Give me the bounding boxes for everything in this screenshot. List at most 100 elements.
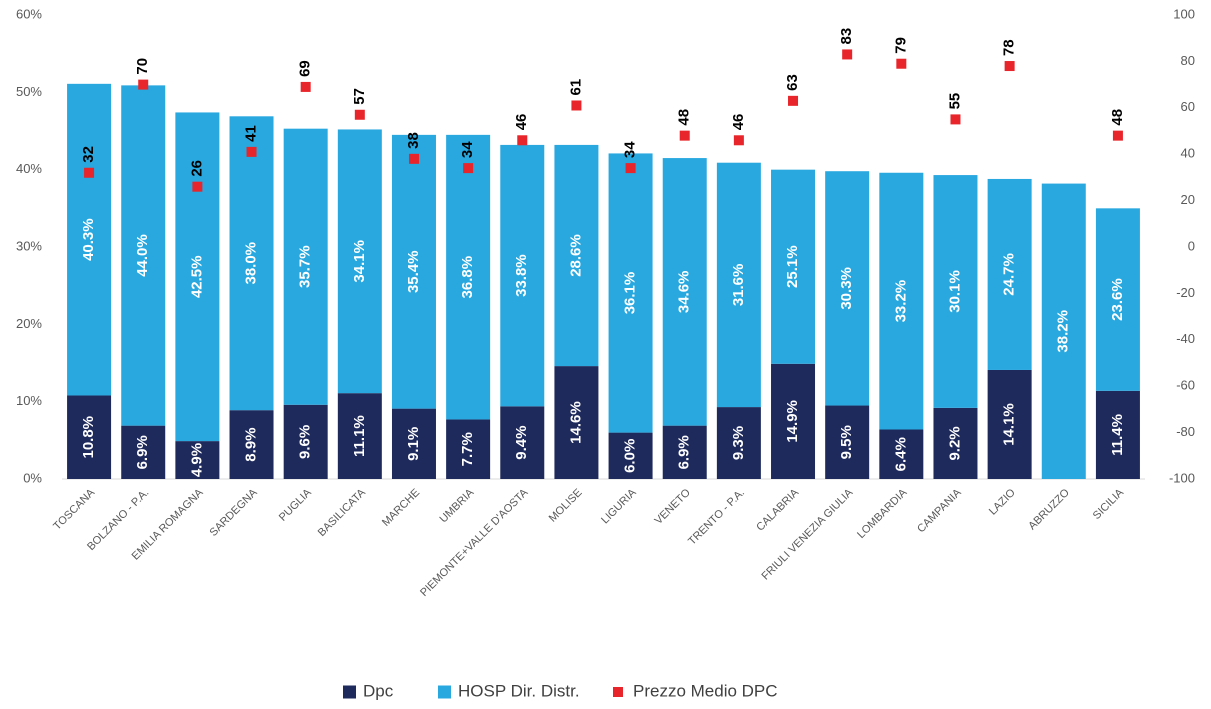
point: [192, 181, 203, 192]
bar: [229, 410, 274, 479]
point-label: 55: [946, 93, 963, 110]
bar: [337, 393, 382, 479]
x-tick-label: SICILIA: [1091, 486, 1127, 522]
point-label: 70: [134, 58, 151, 75]
y2-tick-label: -60: [1176, 378, 1195, 393]
point-label: 46: [730, 114, 747, 131]
y-tick-label: 0%: [23, 470, 42, 485]
point: [896, 58, 907, 69]
point-label: 61: [567, 79, 584, 96]
x-tick-label: LAZIO: [987, 486, 1018, 517]
y-tick-label: 30%: [16, 238, 42, 253]
point: [733, 135, 744, 146]
value-label: 11.1%: [351, 415, 368, 457]
point-label: 41: [242, 125, 259, 142]
value-label: 33.8%: [513, 254, 530, 297]
y-tick-label: 20%: [16, 316, 42, 331]
x-tick-label: FRIULI VENEZIA GIULIA: [760, 486, 856, 582]
point: [950, 114, 961, 125]
point-label: 78: [1001, 39, 1018, 56]
bar: [825, 405, 870, 479]
point: [138, 79, 149, 90]
y-tick-label: 40%: [16, 161, 42, 176]
bar: [175, 441, 220, 479]
y2-tick-label: -40: [1176, 331, 1195, 346]
value-label: 33.2%: [892, 280, 909, 323]
bar: [67, 83, 112, 396]
y2-tick-label: -100: [1169, 470, 1195, 485]
bar: [716, 162, 761, 408]
point-label: 57: [351, 88, 368, 105]
value-label: 10.8%: [80, 416, 97, 459]
y2-tick-label: 80: [1181, 53, 1195, 68]
y2-tick-label: 0: [1188, 238, 1195, 253]
bar: [662, 425, 707, 479]
point-label: 79: [892, 37, 909, 54]
bar: [1041, 183, 1086, 479]
y2-tick-label: 20: [1181, 192, 1195, 207]
bar: [1095, 390, 1140, 479]
bar: [337, 129, 382, 394]
value-label: 23.6%: [1109, 278, 1126, 321]
bar: [716, 407, 761, 479]
value-label: 42.5%: [188, 255, 205, 298]
point-label: 63: [784, 74, 801, 91]
value-label: 40.3%: [80, 218, 97, 261]
y2-tick-label: 100: [1173, 6, 1195, 21]
x-tick-label: VENETO: [653, 486, 694, 527]
legend-swatch: [613, 687, 623, 697]
bar: [500, 406, 545, 479]
bar: [771, 363, 816, 479]
point: [1004, 61, 1015, 72]
point-label: 34: [459, 141, 476, 158]
bar: [987, 369, 1032, 479]
point: [354, 109, 365, 120]
bar: [933, 175, 978, 408]
bar: [771, 169, 816, 364]
x-tick-label: TRENTO - P.A.: [686, 487, 747, 548]
point: [571, 100, 582, 111]
x-tick-label: TOSCANA: [51, 486, 97, 532]
bar: [879, 429, 924, 479]
bar: [283, 404, 328, 479]
legend-label: HOSP Dir. Distr.: [458, 681, 580, 700]
value-label: 6.9%: [676, 435, 693, 469]
point: [625, 163, 636, 174]
point-label: 69: [297, 60, 314, 77]
x-tick-label: CALABRIA: [754, 486, 801, 533]
y-tick-label: 50%: [16, 84, 42, 99]
point: [1112, 130, 1123, 141]
bar: [391, 408, 436, 479]
y2-tick-label: -80: [1176, 424, 1195, 439]
value-label: 9.4%: [513, 426, 530, 460]
value-label: 30.3%: [838, 267, 855, 310]
point: [463, 163, 474, 174]
x-tick-label: BASILICATA: [316, 486, 369, 539]
value-label: 36.8%: [459, 256, 476, 299]
value-label: 38.0%: [242, 242, 259, 285]
bar: [1095, 208, 1140, 391]
bar: [608, 153, 653, 433]
value-label: 44.0%: [134, 234, 151, 277]
legend-label: Prezzo Medio DPC: [633, 681, 778, 700]
bar: [879, 172, 924, 430]
x-tick-label: CAMPANIA: [915, 486, 964, 535]
bar: [121, 85, 166, 426]
point-label: 38: [405, 132, 422, 149]
bar: [933, 407, 978, 479]
point-label: 46: [513, 114, 530, 131]
x-tick-label: LIGURIA: [599, 486, 639, 526]
point: [246, 146, 257, 157]
bar: [229, 116, 274, 411]
point: [842, 49, 853, 60]
y2-tick-label: -20: [1176, 285, 1195, 300]
x-tick-label: MOLISE: [547, 487, 585, 525]
value-label: 9.1%: [405, 427, 422, 461]
y-tick-label: 60%: [16, 6, 42, 21]
bar: [446, 419, 491, 479]
point: [517, 135, 528, 146]
value-label: 11.4%: [1109, 414, 1126, 456]
y2-tick-label: 60: [1181, 99, 1195, 114]
bar: [67, 395, 112, 479]
